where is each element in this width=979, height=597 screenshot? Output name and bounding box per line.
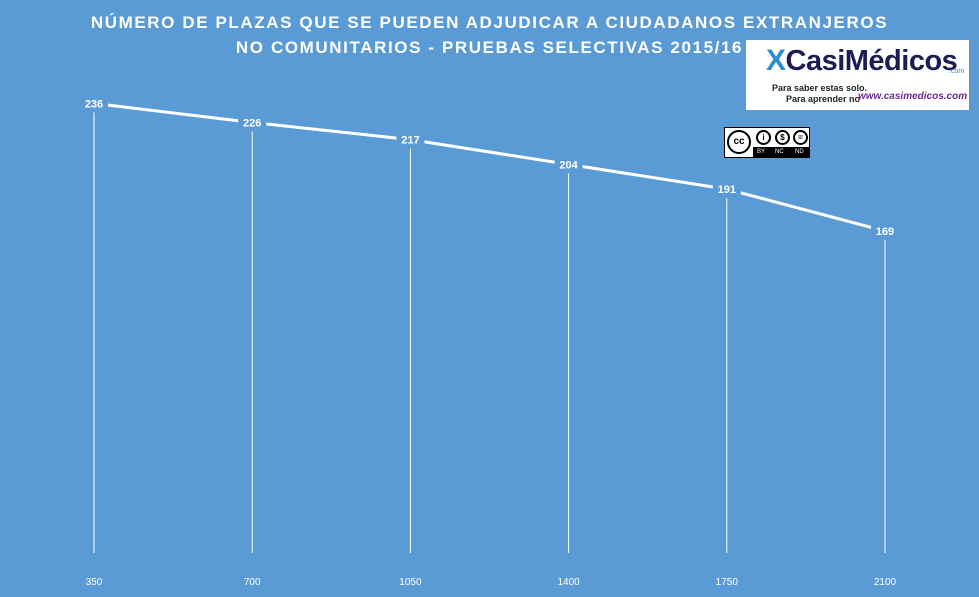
license-labels: BY NC ND: [753, 147, 810, 157]
data-label: 191: [718, 184, 736, 196]
data-label-bg: [871, 223, 899, 239]
cc-license-badge[interactable]: cc i $ = BY NC ND: [724, 127, 810, 158]
series-group: [93, 101, 886, 233]
data-label-bg: [238, 114, 267, 130]
x-tick-label: 350: [86, 577, 103, 588]
x-tick-label: 1400: [557, 577, 580, 588]
logo-url: www.casimedicos.com: [858, 91, 968, 102]
casimedicos-logo[interactable]: XCasiMédicos .com Para saber estas solo.…: [746, 40, 969, 110]
data-label: 236: [85, 98, 103, 110]
chart-title: NÚMERO DE PLAZAS QUE SE PUEDEN ADJUDICAR…: [0, 10, 979, 60]
logo-tagline-2: Para aprender no: [786, 94, 861, 104]
x-tick-label: 1050: [399, 577, 422, 588]
data-label-bg: [80, 95, 108, 111]
x-axis-tick-labels: 350 700 1050 1400 1750 2100: [86, 577, 897, 588]
license-label-nc: NC: [775, 149, 784, 155]
series-line: [93, 101, 886, 233]
data-label-bg: [396, 131, 425, 147]
data-label: 204: [559, 159, 578, 171]
data-label: 169: [876, 226, 894, 238]
logo-brand-suffix: .com: [949, 68, 965, 75]
by-icon: i: [756, 130, 771, 145]
x-tick-label: 2100: [874, 577, 897, 588]
data-label-bg: [554, 156, 583, 172]
chart-title-line-1: NÚMERO DE PLAZAS QUE SE PUEDEN ADJUDICAR…: [90, 13, 889, 32]
x-tick-label: 1750: [716, 577, 739, 588]
chart-title-line-2: NO COMUNITARIOS - PRUEBAS SELECTIVAS 201…: [235, 38, 744, 57]
logo-x-mark: X: [766, 44, 786, 77]
license-label-by: BY: [757, 149, 766, 155]
drop-lines: [93, 112, 886, 553]
logo-tagline-1: Para saber estas solo.: [772, 83, 868, 93]
data-label: 217: [401, 135, 419, 147]
data-label-bg: [712, 181, 741, 197]
logo-brand-text: CasiMédicos: [785, 45, 958, 77]
data-labels: 236 226 217 204 191 169: [80, 95, 899, 239]
x-tick-label: 700: [244, 577, 261, 588]
license-label-nd: ND: [795, 149, 804, 155]
nd-icon: =: [793, 130, 808, 145]
nc-icon: $: [775, 130, 790, 145]
logo-brand: XCasiMédicos: [766, 44, 958, 78]
cc-icon: cc: [727, 130, 751, 154]
data-label: 226: [243, 117, 261, 129]
